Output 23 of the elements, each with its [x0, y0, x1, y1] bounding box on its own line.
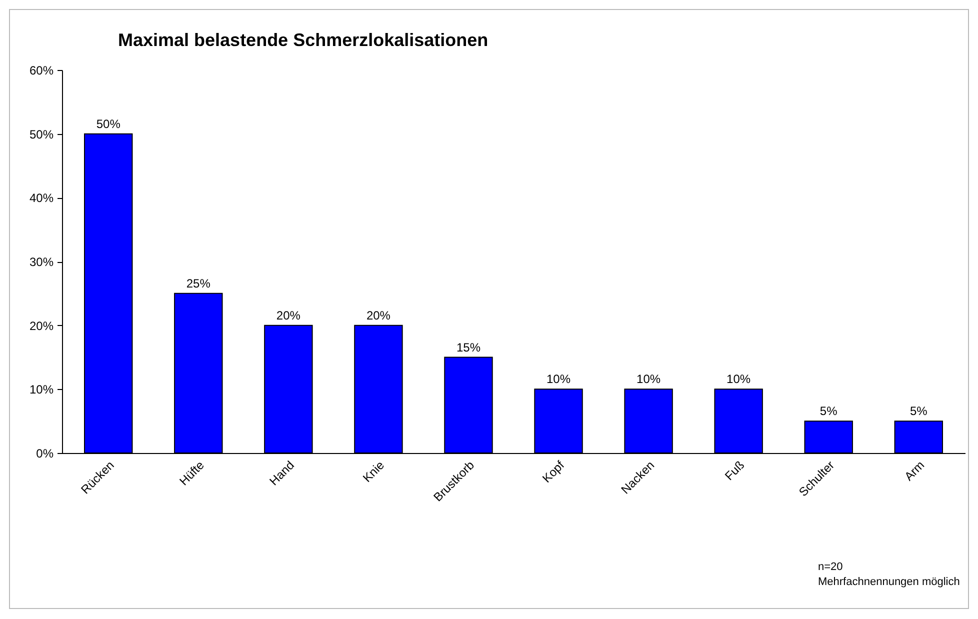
chart-title: Maximal belastende Schmerzlokalisationen	[118, 30, 488, 50]
data-label: 25%	[186, 276, 211, 290]
data-label: 20%	[276, 308, 301, 322]
text: n=20	[818, 560, 844, 575]
text: Mehrfachnennungen möglich	[818, 575, 960, 590]
y-tick-label: 30%	[29, 255, 54, 269]
x-tick-label: Knie	[360, 458, 388, 485]
y-tick-label: 10%	[29, 382, 54, 397]
y-tick-label: 0%	[36, 446, 54, 460]
x-tick-label: Fuß	[722, 458, 748, 484]
data-label: 10%	[546, 372, 571, 386]
y-tick-label: 20%	[29, 318, 54, 333]
y-tick-label: 60%	[29, 64, 54, 78]
data-label: 50%	[96, 116, 121, 131]
data-label: 5%	[910, 404, 928, 418]
data-label: 10%	[636, 372, 661, 386]
data-label: 5%	[820, 404, 838, 418]
data-label: 20%	[366, 308, 391, 322]
y-tick-label: 40%	[29, 191, 54, 206]
data-label: 15%	[456, 340, 481, 354]
y-tick-label: 50%	[29, 127, 54, 142]
x-tick-label: Arm	[902, 458, 928, 484]
data-label: 10%	[726, 372, 751, 386]
